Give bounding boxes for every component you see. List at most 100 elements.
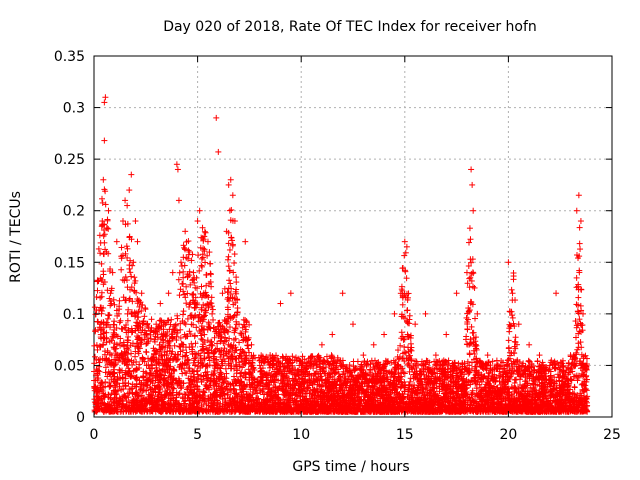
data-point <box>573 274 580 281</box>
data-point <box>463 269 470 276</box>
data-point <box>215 148 222 155</box>
data-point <box>113 238 120 245</box>
data-point <box>178 259 185 266</box>
data-point <box>119 276 126 283</box>
data-point <box>134 238 141 245</box>
scatter-points <box>91 94 591 415</box>
data-point <box>467 274 474 281</box>
data-point <box>209 310 216 317</box>
data-point <box>181 291 188 298</box>
data-point <box>116 319 123 326</box>
data-point <box>176 390 183 397</box>
data-point <box>339 290 346 297</box>
data-point <box>98 195 105 202</box>
data-point <box>573 207 580 214</box>
data-point <box>157 300 164 307</box>
data-point <box>141 313 148 320</box>
data-point <box>101 137 108 144</box>
data-point <box>277 300 284 307</box>
data-point <box>536 352 543 359</box>
data-point <box>505 344 512 351</box>
data-point <box>509 314 516 321</box>
data-point <box>467 236 474 243</box>
data-point <box>453 290 460 297</box>
data-point <box>329 331 336 338</box>
data-point <box>116 297 123 304</box>
data-point <box>98 260 105 267</box>
data-point <box>122 273 129 280</box>
data-point <box>126 187 133 194</box>
data-point <box>207 271 214 278</box>
data-point <box>401 252 408 259</box>
data-point <box>225 253 232 260</box>
data-point <box>470 283 477 290</box>
data-point <box>204 238 211 245</box>
data-point <box>122 197 129 204</box>
data-point <box>576 224 583 231</box>
data-point <box>469 329 476 336</box>
data-point <box>169 269 176 276</box>
data-point <box>229 192 236 199</box>
data-point <box>422 310 429 317</box>
data-point <box>230 373 237 380</box>
data-point <box>505 259 512 266</box>
data-point <box>126 389 133 396</box>
data-point <box>432 352 439 359</box>
data-point <box>466 225 473 232</box>
data-point <box>118 244 125 251</box>
plot-area: 0 5 10 15 20 25 00.050.10.150.20.250.30.35 <box>54 49 621 443</box>
data-point <box>152 348 159 355</box>
data-point <box>120 218 127 225</box>
data-point <box>464 326 471 333</box>
data-point <box>350 321 356 328</box>
data-point <box>396 374 403 381</box>
data-point <box>368 357 375 364</box>
data-point <box>102 94 109 101</box>
data-point <box>227 280 234 287</box>
data-point <box>132 353 139 360</box>
data-point <box>468 166 475 173</box>
data-point <box>97 250 104 257</box>
data-point <box>381 331 388 338</box>
data-point <box>225 181 232 188</box>
data-point <box>443 331 450 338</box>
data-point <box>202 229 209 236</box>
data-point <box>196 267 203 274</box>
data-point <box>105 207 112 214</box>
data-point <box>180 280 187 287</box>
data-point <box>138 290 145 297</box>
data-point <box>553 290 560 297</box>
data-point <box>577 218 584 225</box>
data-point <box>179 311 186 318</box>
data-point <box>222 334 229 341</box>
data-point <box>148 316 155 323</box>
data-point <box>575 192 582 199</box>
data-point <box>287 290 294 297</box>
data-point <box>190 269 197 276</box>
data-point <box>469 269 476 276</box>
chart-title: Day 020 of 2018, Rate Of TEC Index for r… <box>163 19 537 35</box>
data-point <box>213 114 220 121</box>
data-point <box>118 266 125 273</box>
data-point <box>173 161 180 168</box>
data-point <box>577 246 584 253</box>
data-point <box>100 176 107 183</box>
data-point <box>575 294 582 301</box>
data-point <box>131 274 138 281</box>
data-point <box>201 233 208 240</box>
data-point <box>99 199 106 206</box>
data-point <box>464 280 471 287</box>
data-point <box>182 246 189 253</box>
data-point <box>354 358 361 365</box>
data-point <box>412 321 419 328</box>
data-point <box>168 316 175 323</box>
data-point <box>123 243 130 250</box>
data-point <box>180 308 187 315</box>
data-point <box>576 240 583 247</box>
data-point <box>143 348 150 355</box>
data-point <box>190 276 197 283</box>
data-point <box>226 277 233 284</box>
data-point <box>401 238 408 245</box>
data-point <box>370 341 377 348</box>
data-point <box>174 166 181 173</box>
